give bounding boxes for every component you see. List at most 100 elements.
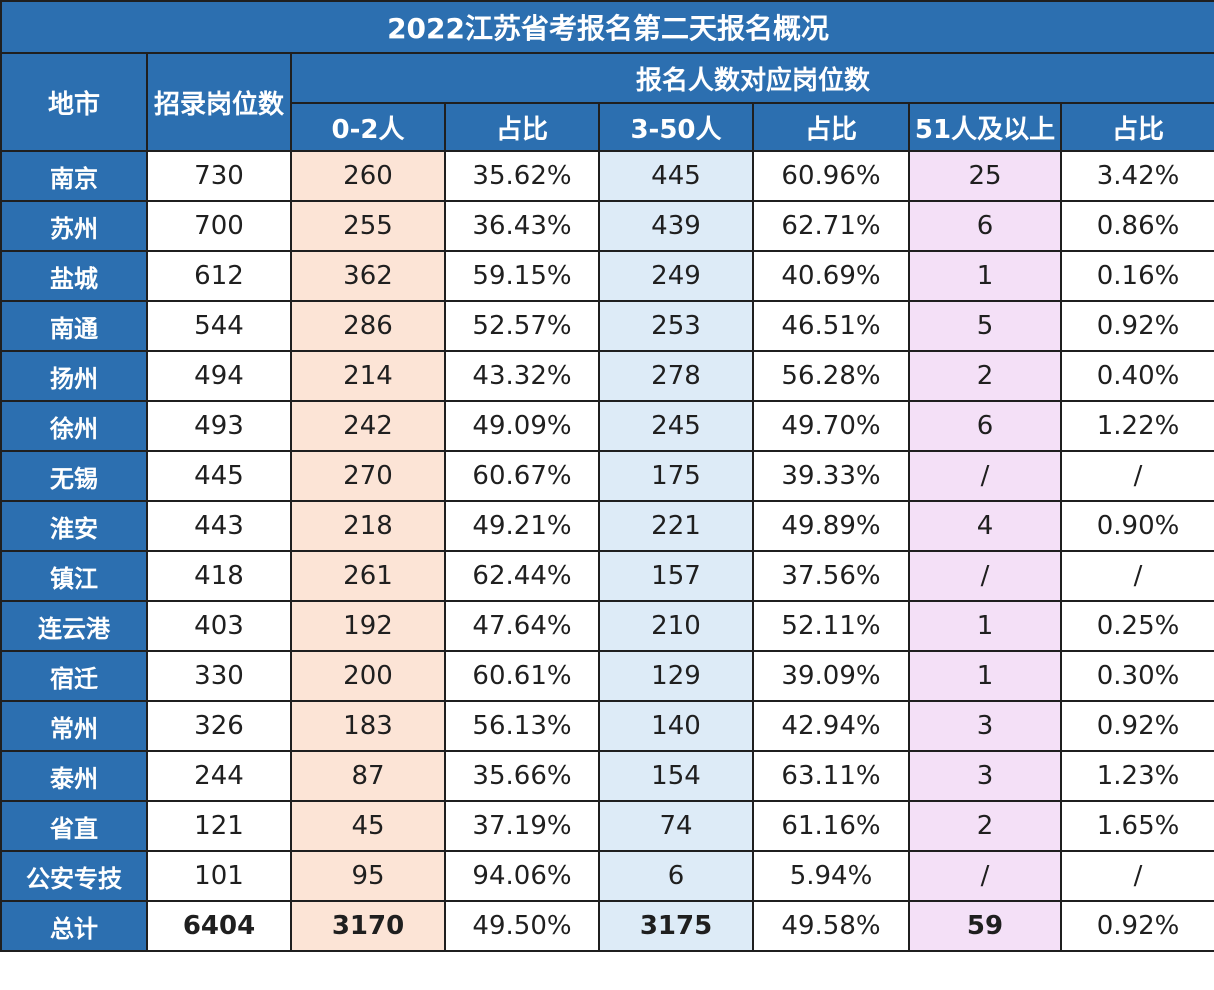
table-title: 2022江苏省考报名第二天报名概况 — [0, 0, 1214, 54]
cell-ratio-0-2: 56.13% — [444, 700, 600, 752]
cell-count-51-plus: 2 — [908, 350, 1062, 402]
cell-ratio-51-plus: 1.22% — [1059, 400, 1214, 452]
cell-ratio-3-50: 49.58% — [752, 900, 910, 952]
cell-count-51-plus: / — [908, 450, 1062, 502]
cell-positions: 494 — [146, 350, 292, 402]
cell-ratio-51-plus: 0.90% — [1059, 500, 1214, 552]
cell-count-51-plus: 4 — [908, 500, 1062, 552]
cell-positions: 121 — [146, 800, 292, 852]
cell-ratio-3-50: 49.89% — [752, 500, 910, 552]
cell-ratio-51-plus: / — [1059, 850, 1214, 902]
table-row: 常州 326 183 56.13% 140 42.94% 3 0.92% — [0, 700, 1214, 752]
cell-ratio-3-50: 49.70% — [752, 400, 910, 452]
cell-count-3-50: 253 — [598, 300, 754, 352]
cell-ratio-0-2: 52.57% — [444, 300, 600, 352]
cell-ratio-3-50: 63.11% — [752, 750, 910, 802]
cell-count-3-50: 175 — [598, 450, 754, 502]
cell-count-0-2: 192 — [290, 600, 446, 652]
cell-city: 宿迁 — [0, 650, 148, 702]
cell-positions: 493 — [146, 400, 292, 452]
cell-count-3-50: 157 — [598, 550, 754, 602]
cell-count-3-50: 154 — [598, 750, 754, 802]
cell-ratio-3-50: 42.94% — [752, 700, 910, 752]
table-body: 南京 730 260 35.62% 445 60.96% 25 3.42% 苏州 700 255 36… — [0, 150, 1214, 952]
cell-count-0-2: 270 — [290, 450, 446, 502]
header-ratio-3-50: 占比 — [752, 102, 910, 152]
cell-count-3-50: 140 — [598, 700, 754, 752]
cell-ratio-0-2: 49.21% — [444, 500, 600, 552]
header-applicant-group: 报名人数对应岗位数 — [289, 52, 1214, 104]
cell-ratio-0-2: 60.61% — [444, 650, 600, 702]
cell-ratio-51-plus: 0.92% — [1059, 900, 1214, 952]
cell-ratio-0-2: 43.32% — [444, 350, 600, 402]
cell-ratio-3-50: 39.09% — [752, 650, 910, 702]
header-positions: 招录岗位数 — [146, 52, 292, 152]
table-row: 连云港 403 192 47.64% 210 52.11% 1 0.25% — [0, 600, 1214, 652]
cell-ratio-51-plus: 3.42% — [1059, 150, 1214, 202]
cell-ratio-51-plus: / — [1059, 550, 1214, 602]
cell-city: 南通 — [0, 300, 148, 352]
cell-count-0-2: 95 — [290, 850, 446, 902]
cell-count-51-plus: 5 — [908, 300, 1062, 352]
cell-count-51-plus: / — [908, 850, 1062, 902]
cell-positions: 443 — [146, 500, 292, 552]
table-row: 扬州 494 214 43.32% 278 56.28% 2 0.40% — [0, 350, 1214, 402]
cell-ratio-0-2: 62.44% — [444, 550, 600, 602]
cell-ratio-51-plus: / — [1059, 450, 1214, 502]
cell-count-51-plus: 25 — [908, 150, 1062, 202]
cell-ratio-0-2: 49.50% — [444, 900, 600, 952]
header-ratio-0-2: 占比 — [444, 102, 600, 152]
cell-city: 扬州 — [0, 350, 148, 402]
cell-count-0-2: 362 — [290, 250, 446, 302]
cell-count-0-2: 260 — [290, 150, 446, 202]
cell-count-0-2: 286 — [290, 300, 446, 352]
cell-count-3-50: 245 — [598, 400, 754, 452]
cell-ratio-51-plus: 0.92% — [1059, 300, 1214, 352]
cell-ratio-0-2: 35.66% — [444, 750, 600, 802]
cell-ratio-3-50: 37.56% — [752, 550, 910, 602]
cell-ratio-51-plus: 0.25% — [1059, 600, 1214, 652]
cell-count-3-50: 3175 — [598, 900, 754, 952]
cell-positions: 326 — [146, 700, 292, 752]
cell-count-51-plus: / — [908, 550, 1062, 602]
cell-city: 无锡 — [0, 450, 148, 502]
cell-positions: 445 — [146, 450, 292, 502]
cell-ratio-3-50: 61.16% — [752, 800, 910, 852]
cell-count-51-plus: 3 — [908, 750, 1062, 802]
cell-count-0-2: 218 — [290, 500, 446, 552]
cell-count-0-2: 3170 — [290, 900, 446, 952]
cell-positions: 730 — [146, 150, 292, 202]
cell-ratio-51-plus: 0.40% — [1059, 350, 1214, 402]
cell-positions: 330 — [146, 650, 292, 702]
header-0-2: 0-2人 — [290, 102, 446, 152]
cell-count-51-plus: 59 — [908, 900, 1062, 952]
cell-count-3-50: 249 — [598, 250, 754, 302]
cell-ratio-51-plus: 1.65% — [1059, 800, 1214, 852]
cell-ratio-0-2: 37.19% — [444, 800, 600, 852]
cell-city: 泰州 — [0, 750, 148, 802]
table-row: 省直 121 45 37.19% 74 61.16% 2 1.65% — [0, 800, 1214, 852]
cell-ratio-51-plus: 1.23% — [1059, 750, 1214, 802]
header-ratio-51-plus: 占比 — [1059, 102, 1214, 152]
table-row: 宿迁 330 200 60.61% 129 39.09% 1 0.30% — [0, 650, 1214, 702]
total-row: 总计 6404 3170 49.50% 3175 49.58% 59 0.92% — [0, 900, 1214, 952]
cell-ratio-0-2: 59.15% — [444, 250, 600, 302]
cell-ratio-3-50: 46.51% — [752, 300, 910, 352]
table-row: 南通 544 286 52.57% 253 46.51% 5 0.92% — [0, 300, 1214, 352]
cell-city: 公安专技 — [0, 850, 148, 902]
table-row: 公安专技 101 95 94.06% 6 5.94% / / — [0, 850, 1214, 902]
registration-summary-table: 2022江苏省考报名第二天报名概况 地市 招录岗位数 报名人数对应岗位数 0-2… — [0, 0, 1214, 952]
cell-positions: 403 — [146, 600, 292, 652]
cell-count-3-50: 221 — [598, 500, 754, 552]
table-row: 盐城 612 362 59.15% 249 40.69% 1 0.16% — [0, 250, 1214, 302]
cell-city: 苏州 — [0, 200, 148, 252]
cell-count-3-50: 6 — [598, 850, 754, 902]
cell-ratio-3-50: 39.33% — [752, 450, 910, 502]
cell-count-51-plus: 3 — [908, 700, 1062, 752]
cell-positions: 418 — [146, 550, 292, 602]
cell-city: 省直 — [0, 800, 148, 852]
cell-positions: 6404 — [146, 900, 292, 952]
cell-count-0-2: 261 — [290, 550, 446, 602]
cell-city: 淮安 — [0, 500, 148, 552]
table-row: 镇江 418 261 62.44% 157 37.56% / / — [0, 550, 1214, 602]
